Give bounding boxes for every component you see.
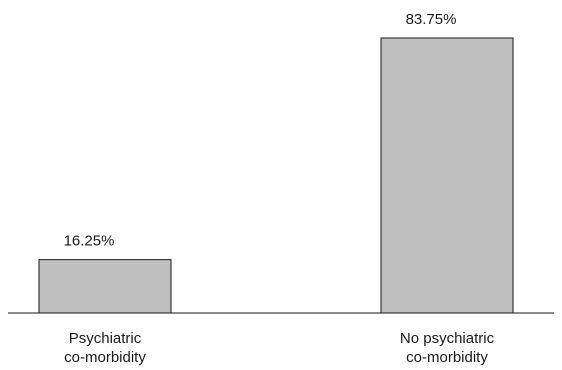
data-label-1: 83.75% bbox=[406, 11, 457, 28]
data-label-0: 16.25% bbox=[64, 233, 115, 250]
category-label-1-line-0: No psychiatric bbox=[400, 330, 495, 347]
category-label-1-line-1: co-morbidity bbox=[406, 349, 488, 366]
category-label-0-line-1: co-morbidity bbox=[64, 349, 146, 366]
bars-group bbox=[38, 37, 514, 314]
bar-0 bbox=[38, 259, 172, 314]
labels-group: 16.25% Psychiatric co-morbidity 83.75% No ps… bbox=[64, 11, 495, 366]
bar-1 bbox=[380, 37, 514, 314]
category-label-0-line-0: Psychiatric bbox=[69, 330, 142, 347]
